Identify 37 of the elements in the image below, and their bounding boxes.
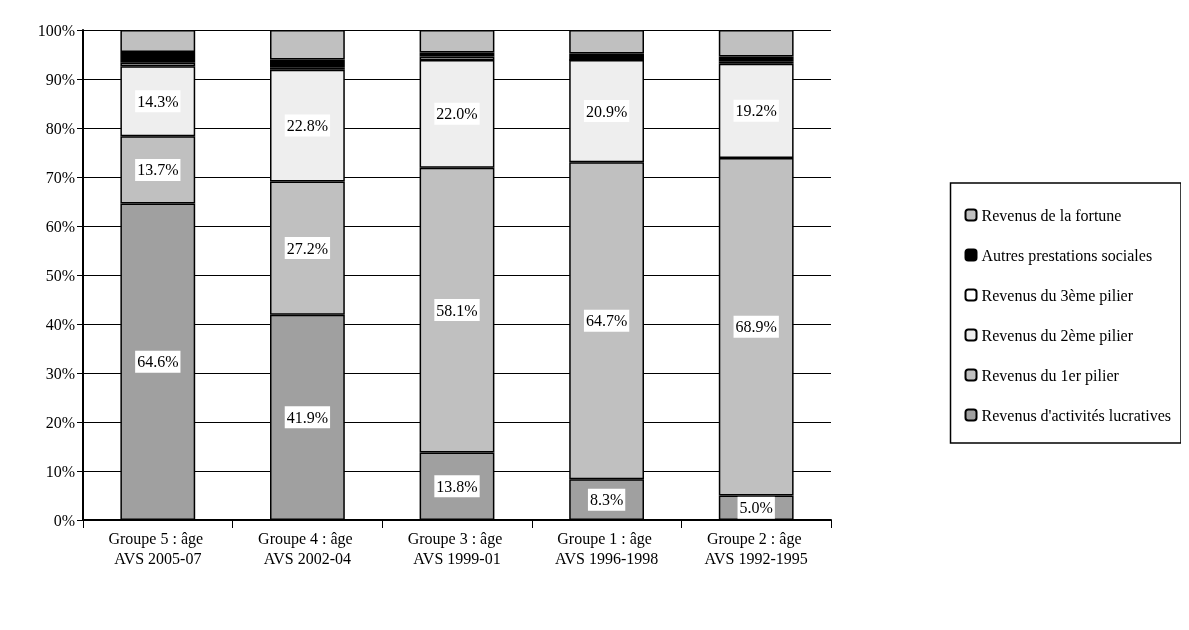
legend-label: Autres prestations sociales bbox=[981, 246, 1153, 265]
y-tick-label: 70% bbox=[45, 168, 75, 186]
data-label: 58.1% bbox=[436, 301, 478, 319]
data-label: 13.8% bbox=[436, 477, 478, 495]
data-label: 5.0% bbox=[739, 499, 773, 517]
data-label: 64.7% bbox=[585, 312, 628, 330]
data-label: 22.8% bbox=[286, 117, 329, 135]
legend-label: Revenus d'activités lucratives bbox=[981, 406, 1172, 424]
y-tick-label: 40% bbox=[45, 315, 75, 333]
y-tick-label: 10% bbox=[45, 462, 75, 480]
x-tick-label: Groupe 3 : âge AVS 1999-01 bbox=[407, 529, 507, 567]
x-tick-label: Groupe 4 : âge AVS 2002-04 bbox=[258, 529, 357, 567]
y-tick-label: 20% bbox=[45, 413, 75, 431]
x-tick-label: Groupe 1 : âge AVS 1996-1998 bbox=[554, 529, 659, 567]
legend-label: Revenus de la fortune bbox=[981, 206, 1122, 224]
data-label: 64.6% bbox=[137, 353, 179, 371]
legend-label: Revenus du 2ème pilier bbox=[981, 326, 1134, 345]
x-tick-label: Groupe 5 : âge AVS 2005-07 bbox=[108, 529, 208, 567]
data-label: 22.0% bbox=[436, 105, 478, 123]
data-label: 13.7% bbox=[137, 161, 179, 179]
data-label: 68.9% bbox=[735, 318, 777, 336]
legend-label: Revenus du 3ème pilier bbox=[981, 286, 1134, 305]
y-tick-label: 100% bbox=[37, 21, 75, 39]
y-tick-label: 50% bbox=[45, 266, 75, 284]
data-label: 41.9% bbox=[286, 408, 329, 426]
data-label: 20.9% bbox=[585, 102, 628, 120]
y-tick-label: 30% bbox=[45, 364, 75, 382]
legend-label: Revenus du 1er pilier bbox=[981, 366, 1120, 385]
data-label: 27.2% bbox=[286, 239, 329, 257]
y-tick-label: 80% bbox=[45, 119, 75, 137]
data-label: 14.3% bbox=[137, 92, 179, 110]
x-tick-label: Groupe 2 : âge AVS 1992-1995 bbox=[704, 529, 808, 567]
data-label: 19.2% bbox=[735, 102, 777, 120]
y-tick-label: 0% bbox=[53, 511, 75, 529]
y-tick-label: 60% bbox=[45, 217, 75, 235]
data-label: 8.3% bbox=[589, 491, 624, 509]
y-tick-label: 90% bbox=[45, 70, 75, 88]
